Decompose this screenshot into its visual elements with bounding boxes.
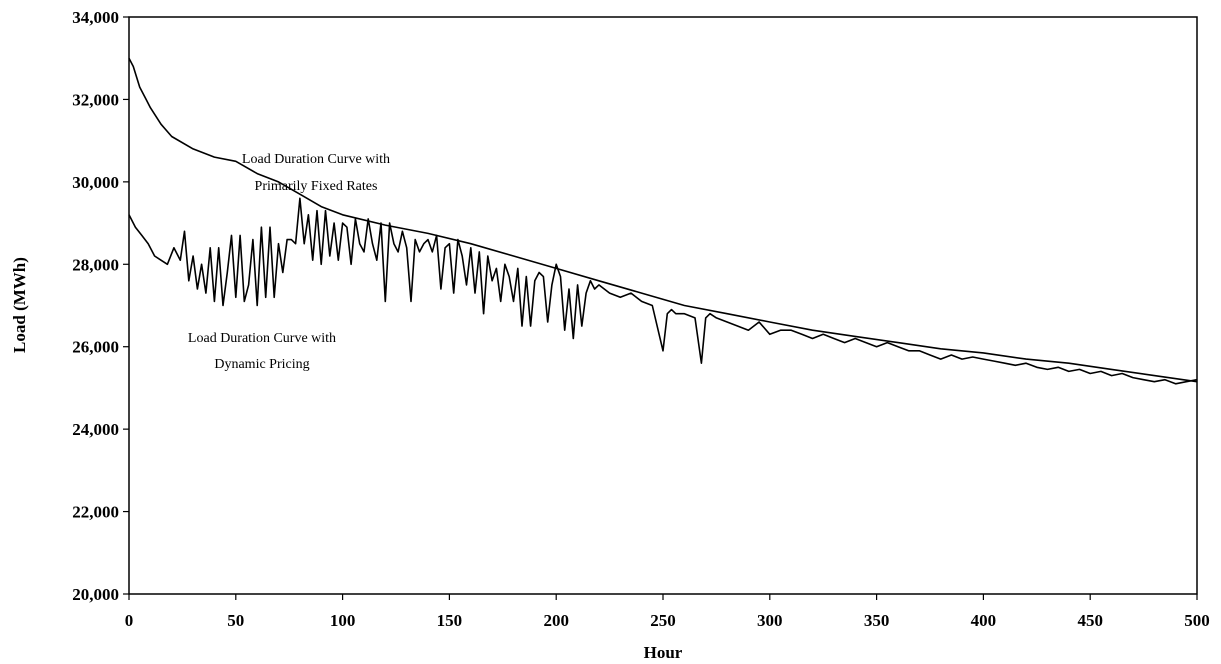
- y-tick-label: 22,000: [72, 503, 119, 522]
- y-tick-label: 20,000: [72, 585, 119, 604]
- y-tick-label: 26,000: [72, 338, 119, 357]
- y-axis-ticks: 20,000 22,000 24,000 26,000 28,000 30,000 32,0…: [72, 8, 129, 604]
- y-tick-label: 24,000: [72, 420, 119, 439]
- series-line-dynamic: [128, 197, 1198, 385]
- annotation-dynamic-line-1: Load Duration Curve with: [188, 331, 336, 346]
- y-tick-label: 32,000: [72, 90, 119, 109]
- x-tick-label: 500: [1184, 611, 1210, 630]
- x-tick-label: 450: [1077, 611, 1103, 630]
- annotation-dynamic-line-2: Dynamic Pricing: [214, 357, 309, 372]
- annotation-fixed-line-1: Load Duration Curve with: [242, 152, 390, 167]
- x-tick-label: 200: [543, 611, 569, 630]
- x-tick-label: 300: [757, 611, 783, 630]
- annotation-fixed-line-2: Primarily Fixed Rates: [255, 179, 378, 194]
- y-tick-label: 30,000: [72, 173, 119, 192]
- series-line-fixed: [128, 57, 1198, 383]
- plot-frame: [128, 16, 1198, 595]
- x-tick-label: 250: [650, 611, 676, 630]
- x-tick-label: 100: [330, 611, 356, 630]
- y-axis-title: Load (MWh): [10, 257, 29, 353]
- x-tick-label: 150: [437, 611, 463, 630]
- x-tick-label: 400: [971, 611, 997, 630]
- x-axis-title: Hour: [644, 643, 683, 662]
- x-axis-ticks: 0 50 100 150 200 250 300 350 400 450 500: [125, 594, 1210, 630]
- y-tick-label: 34,000: [72, 8, 119, 27]
- x-tick-label: 0: [125, 611, 134, 630]
- series-layer: [128, 57, 1198, 385]
- x-tick-label: 50: [227, 611, 244, 630]
- y-tick-label: 28,000: [72, 255, 119, 274]
- x-tick-label: 350: [864, 611, 890, 630]
